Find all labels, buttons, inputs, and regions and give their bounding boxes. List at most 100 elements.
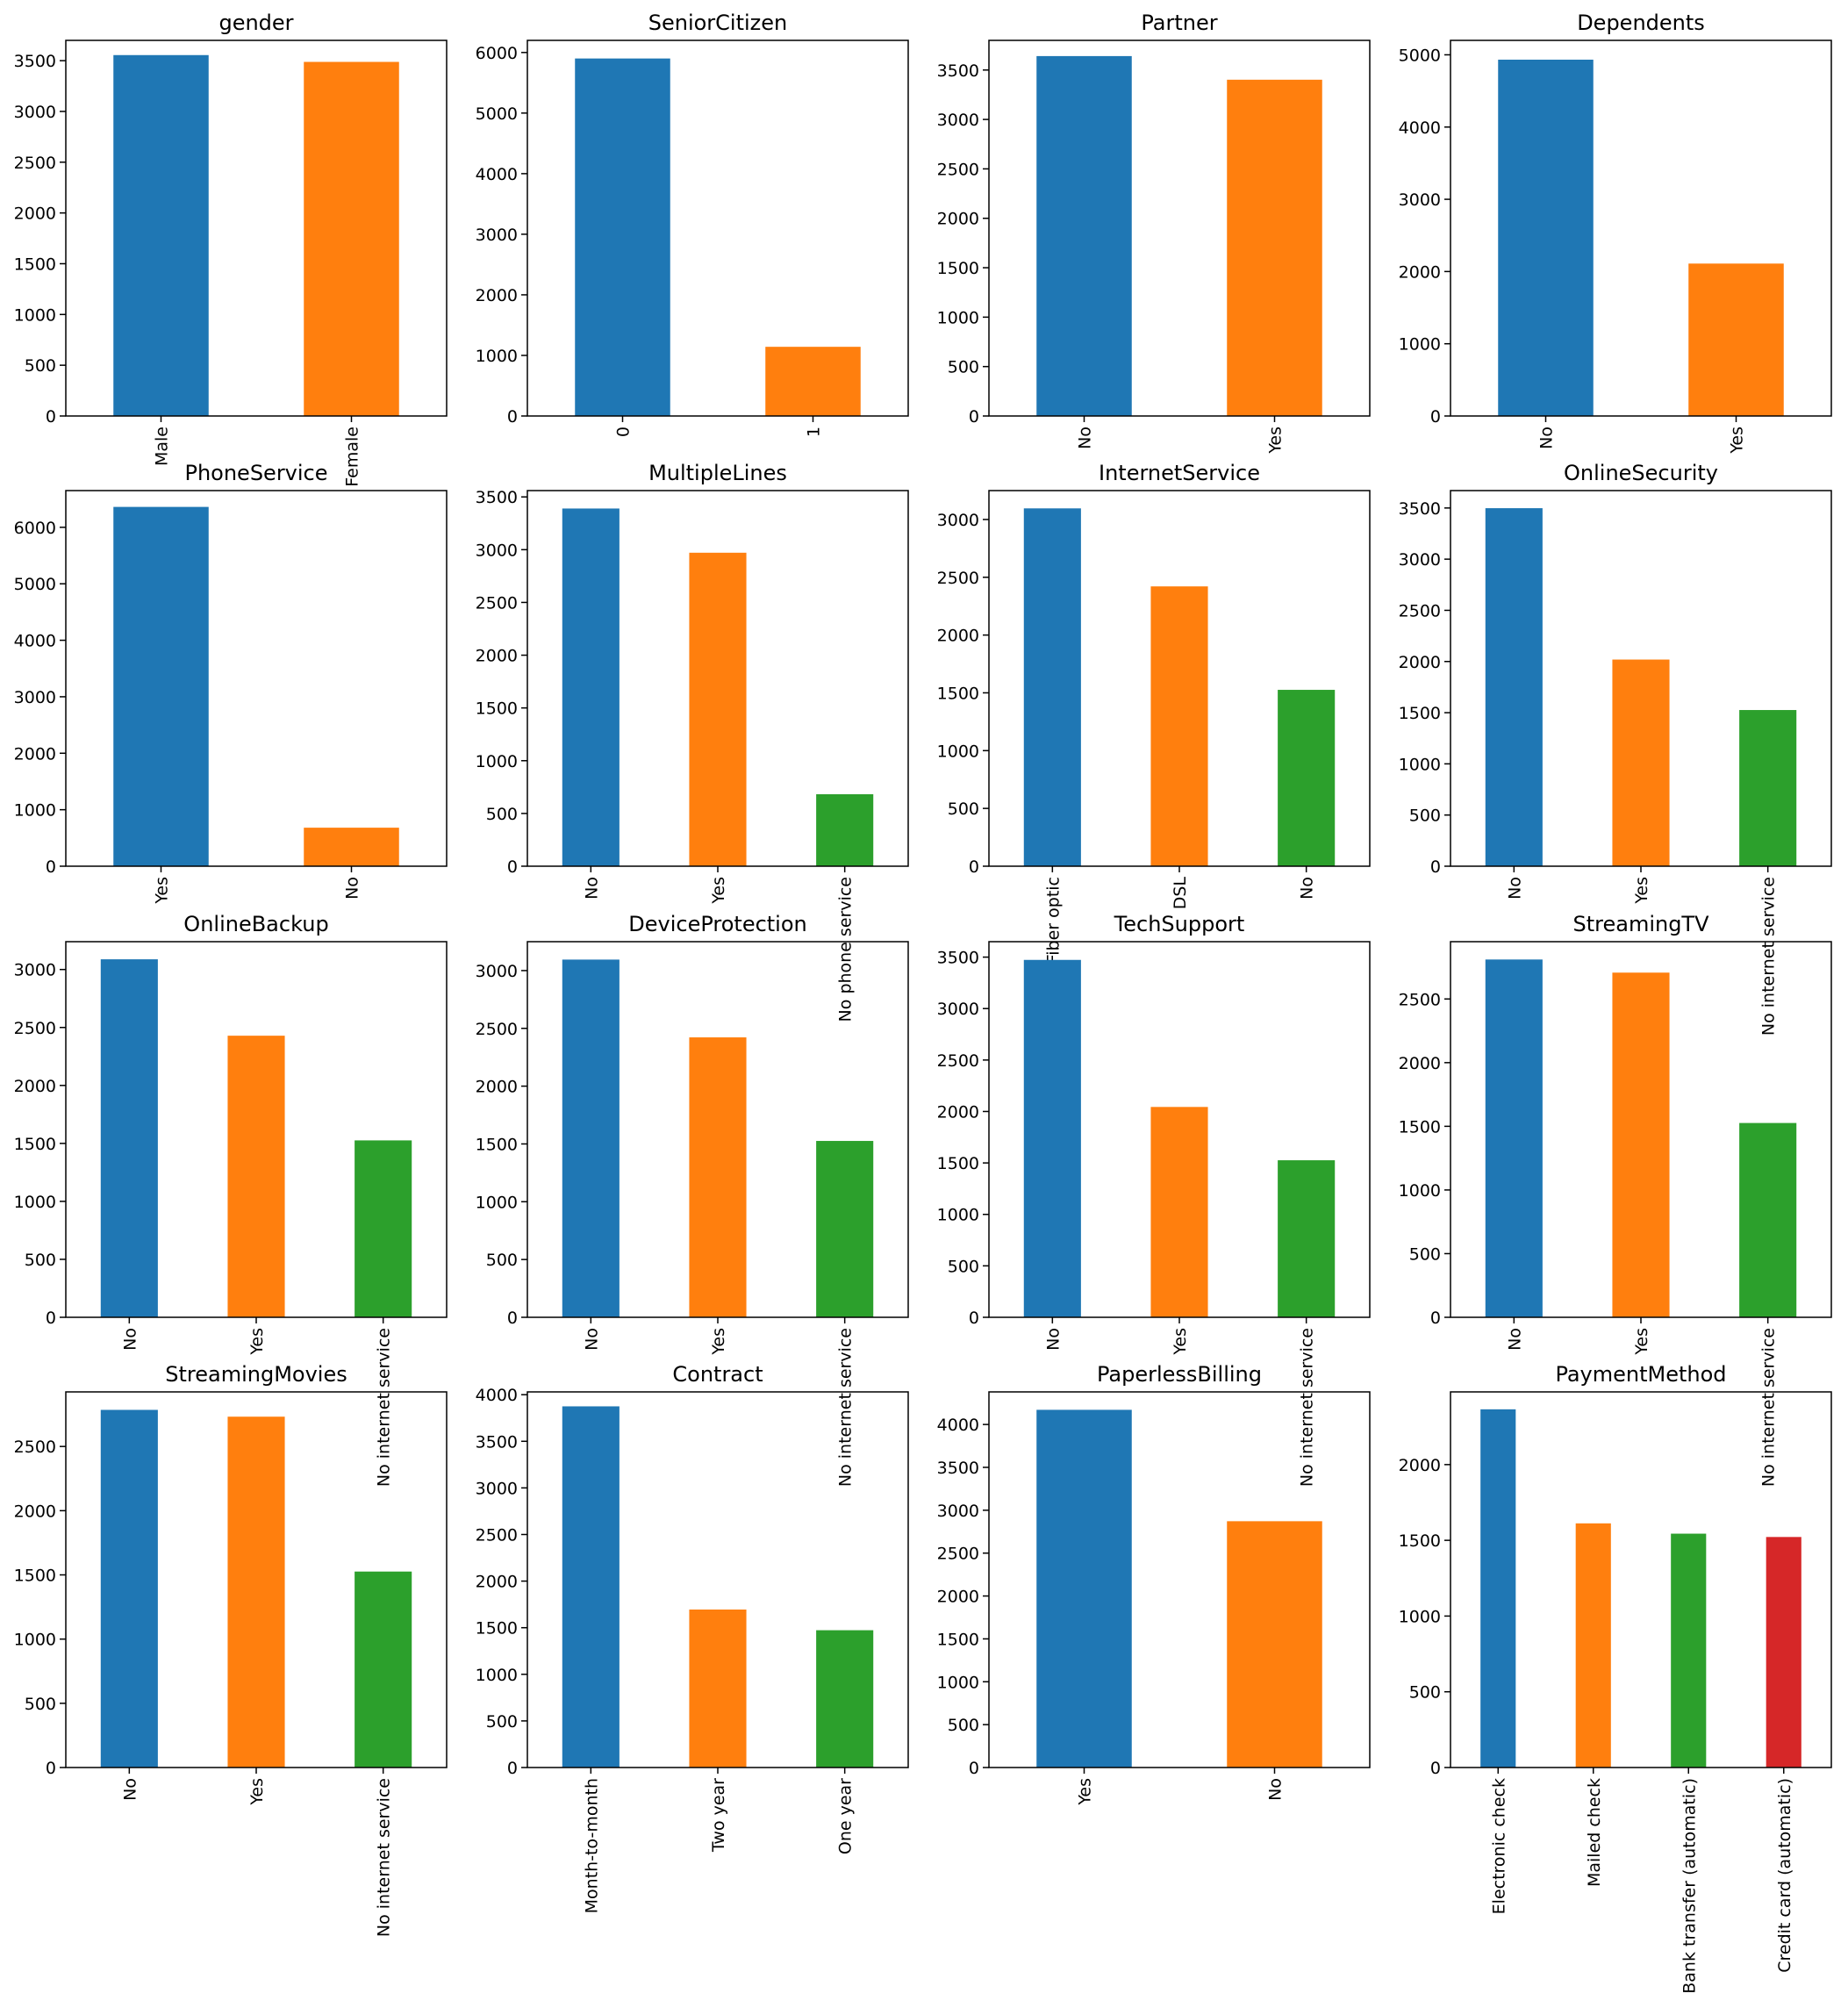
y-tick-label: 2000: [14, 1077, 56, 1096]
y-tick-label: 500: [25, 1695, 56, 1714]
chart-title: Dependents: [1577, 11, 1705, 35]
x-tick-label: No: [1505, 1328, 1524, 1351]
x-tick-label: Month-to-month: [582, 1778, 601, 1913]
x-tick-label: Fiber optic: [1043, 877, 1063, 964]
bar-multiplelines-no: [562, 508, 620, 866]
y-tick-label: 2500: [14, 154, 56, 173]
y-tick-label: 1000: [14, 1193, 56, 1212]
chart-gender: 0 500 1000 1500 2000 2500 3000 3500 Male Female ge…: [14, 11, 448, 487]
y-tick-label: 3000: [476, 962, 518, 981]
y-tick-label: 4000: [476, 1386, 518, 1405]
bar-internetservice-dsl: [1150, 586, 1208, 866]
y-tick-label: 0: [507, 1309, 518, 1328]
bar-streamingtv-yes: [1612, 972, 1670, 1317]
y-tick-label: 0: [969, 1309, 979, 1328]
y-tick-label: 3500: [476, 488, 518, 507]
y-tick-label: 500: [948, 1716, 979, 1735]
y-tick-label: 1000: [937, 1673, 979, 1692]
x-tick-label: 1: [805, 427, 824, 437]
y-tick-label: 4000: [937, 1416, 979, 1435]
y-tick-label: 5000: [14, 575, 56, 594]
y-tick-label: 3000: [937, 511, 979, 530]
y-tick-label: 1500: [937, 684, 979, 703]
x-tick-label: No internet service: [1298, 1328, 1317, 1487]
y-tick-label: 3500: [937, 1459, 979, 1478]
y-tick-label: 1000: [14, 1631, 56, 1650]
y-tick-label: 1000: [1399, 1607, 1441, 1626]
x-tick-label: Mailed check: [1585, 1778, 1604, 1887]
chart-title: OnlineBackup: [183, 912, 328, 936]
y-tick-label: 3500: [1399, 499, 1441, 519]
chart-title: SeniorCitizen: [648, 11, 788, 35]
chart-title: MultipleLines: [648, 461, 787, 485]
y-tick-label: 3000: [14, 688, 56, 707]
y-tick-label: 0: [1430, 407, 1441, 427]
y-tick-label: 3000: [937, 1502, 979, 1521]
bar-multiplelines-yes: [689, 552, 747, 866]
y-tick-label: 2500: [14, 1438, 56, 1457]
bar-dependents-no: [1498, 59, 1594, 416]
chart-title: DeviceProtection: [628, 912, 807, 936]
x-tick-label: No internet service: [375, 1328, 394, 1487]
x-tick-label: Yes: [1171, 1328, 1190, 1356]
y-tick-label: 2500: [476, 1020, 518, 1039]
y-tick-label: 1500: [14, 1567, 56, 1586]
chart-title: PaymentMethod: [1555, 1362, 1726, 1387]
y-tick-label: 5000: [1399, 46, 1441, 65]
bar-gender-male: [113, 54, 209, 417]
bar-phoneservice-yes: [113, 506, 209, 866]
y-tick-label: 500: [486, 1712, 518, 1732]
x-tick-label: No: [1537, 427, 1557, 449]
bar-internetservice-no: [1278, 690, 1336, 866]
y-tick-label: 500: [1409, 807, 1441, 826]
y-tick-label: 2500: [476, 593, 518, 613]
y-tick-label: 3000: [476, 541, 518, 560]
chart-paymentmethod: 0 500 1000 1500 2000 Electronic check Mailed c…: [1399, 1362, 1832, 1994]
chart-title: StreamingTV: [1572, 912, 1709, 936]
x-tick-label: Yes: [1076, 1778, 1095, 1806]
y-tick-label: 2000: [937, 210, 979, 229]
y-tick-label: 2000: [476, 1573, 518, 1592]
y-tick-label: 500: [1409, 1683, 1441, 1703]
y-tick-label: 2500: [937, 1051, 979, 1071]
y-tick-label: 500: [948, 800, 979, 819]
x-tick-label: 0: [614, 427, 634, 437]
bar-paymentmethod-bank-transfer-automatic: [1671, 1533, 1707, 1768]
bar-paperlessbilling-yes: [1036, 1409, 1132, 1768]
y-tick-label: 1500: [937, 1154, 979, 1173]
axes-frame: [988, 1391, 1371, 1768]
x-tick-label: No: [1043, 1328, 1063, 1351]
bar-streamingmovies-yes: [227, 1416, 285, 1768]
bar-onlinebackup-no: [100, 959, 158, 1317]
bar-streamingtv-no: [1485, 959, 1543, 1317]
y-tick-label: 1000: [476, 752, 518, 771]
y-tick-label: 1000: [476, 347, 518, 366]
y-tick-label: 1500: [476, 1619, 518, 1639]
y-tick-label: 1500: [937, 259, 979, 278]
y-tick-label: 3000: [476, 1479, 518, 1498]
bar-deviceprotection-no-internet-service: [816, 1141, 874, 1317]
bar-internetservice-fiber-optic: [1023, 508, 1081, 866]
y-tick-label: 2500: [937, 569, 979, 588]
bar-seniorcitizen-0: [575, 58, 670, 416]
bar-multiplelines-no-phone-service: [816, 794, 874, 866]
y-tick-label: 5000: [476, 104, 518, 124]
y-tick-label: 6000: [14, 519, 56, 538]
y-tick-label: 3000: [14, 103, 56, 122]
bar-onlinebackup-no-internet-service: [355, 1140, 412, 1317]
y-tick-label: 2000: [937, 1588, 979, 1607]
y-tick-label: 0: [969, 857, 979, 877]
y-tick-label: 500: [948, 358, 979, 377]
x-tick-label: Yes: [1632, 877, 1651, 905]
x-tick-label: Yes: [1728, 427, 1747, 455]
y-tick-label: 500: [948, 1257, 979, 1276]
y-tick-label: 1500: [1399, 704, 1441, 723]
chart-seniorcitizen: 0 1000 2000 3000 4000 5000 6000 0 1 SeniorCitizen: [476, 11, 909, 437]
x-tick-label: No: [582, 1328, 601, 1351]
bar-onlinesecurity-no-internet-service: [1739, 710, 1797, 866]
y-tick-label: 2000: [937, 1102, 979, 1122]
chart-title: StreamingMovies: [165, 1362, 347, 1387]
x-tick-label: No internet service: [1759, 877, 1779, 1036]
x-tick-label: No: [1298, 877, 1317, 900]
